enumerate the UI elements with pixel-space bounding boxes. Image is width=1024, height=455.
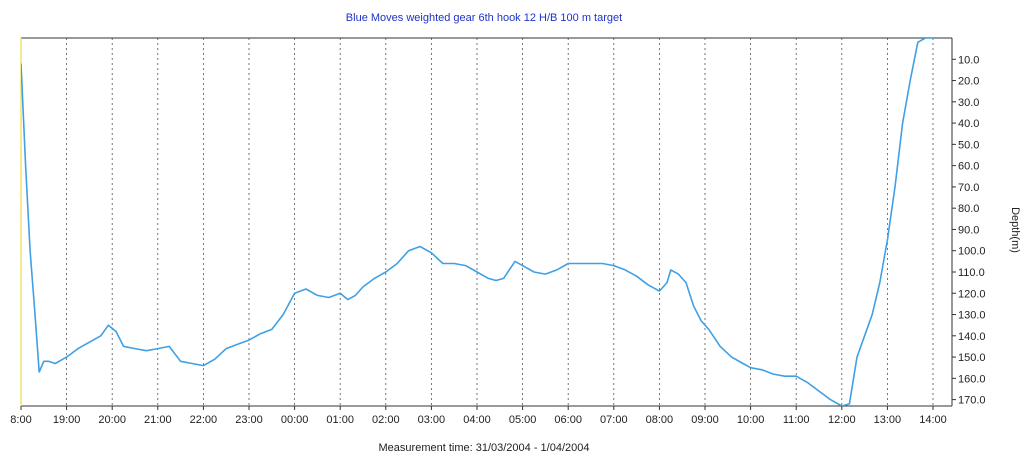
y-tick-label: 80.0 — [958, 203, 979, 215]
x-axis-label: Measurement time: 31/03/2004 - 1/04/2004 — [379, 442, 590, 454]
x-tick-label: 13:00 — [874, 414, 902, 426]
x-tick-label: 14:00 — [919, 414, 947, 426]
x-tick-label: 22:00 — [190, 414, 218, 426]
y-tick-label: 160.0 — [958, 373, 986, 385]
y-tick-label: 150.0 — [958, 352, 986, 364]
series-group — [21, 38, 935, 406]
x-tick-label: 21:00 — [144, 414, 172, 426]
x-tick-label: 00:00 — [281, 414, 309, 426]
x-tick-label: 03:00 — [418, 414, 446, 426]
y-tick-label: 170.0 — [958, 395, 986, 407]
x-tick-label: 04:00 — [463, 414, 491, 426]
y-tick-label: 130.0 — [958, 310, 986, 322]
y-tick-label: 90.0 — [958, 224, 979, 236]
x-tick-label: 05:00 — [509, 414, 537, 426]
x-axis-ticks: 8:00 19:00 20:00 21:00 22:00 23:00 00:00 01:00 0… — [10, 406, 947, 426]
depth-series-line — [21, 38, 935, 406]
y-tick-label: 60.0 — [958, 161, 979, 173]
x-tick-label: 19:00 — [53, 414, 81, 426]
chart-title: Blue Moves weighted gear 6th hook 12 H/B… — [346, 12, 622, 24]
x-tick-label: 07:00 — [600, 414, 628, 426]
x-tick-label: 12:00 — [828, 414, 856, 426]
x-tick-label: 23:00 — [235, 414, 263, 426]
y-tick-label: 50.0 — [958, 139, 979, 151]
x-tick-label: 06:00 — [554, 414, 582, 426]
x-tick-label: 20:00 — [98, 414, 126, 426]
x-tick-label: 09:00 — [691, 414, 719, 426]
x-tick-label: 10:00 — [737, 414, 765, 426]
y-tick-label: 70.0 — [958, 182, 979, 194]
x-tick-label: 11:00 — [783, 414, 810, 426]
x-tick-label: 02:00 — [372, 414, 400, 426]
y-axis-ticks: 10.0 20.0 30.0 40.0 50.0 60.0 70.0 80.0 90.0 100.… — [952, 54, 986, 407]
y-tick-label: 10.0 — [958, 54, 979, 66]
y-tick-label: 120.0 — [958, 288, 986, 300]
y-tick-label: 30.0 — [958, 97, 979, 109]
y-tick-label: 110.0 — [958, 267, 985, 279]
grid-lines — [66, 38, 934, 406]
y-axis-label: Depth(m) — [1009, 207, 1021, 253]
y-tick-label: 20.0 — [958, 76, 979, 88]
x-tick-label: 01:00 — [326, 414, 354, 426]
y-tick-label: 100.0 — [958, 246, 986, 258]
x-tick-label: 8:00 — [10, 414, 31, 426]
x-tick-label: 08:00 — [646, 414, 674, 426]
y-tick-label: 140.0 — [958, 331, 986, 343]
y-tick-label: 40.0 — [958, 118, 979, 130]
axes — [20, 37, 953, 407]
